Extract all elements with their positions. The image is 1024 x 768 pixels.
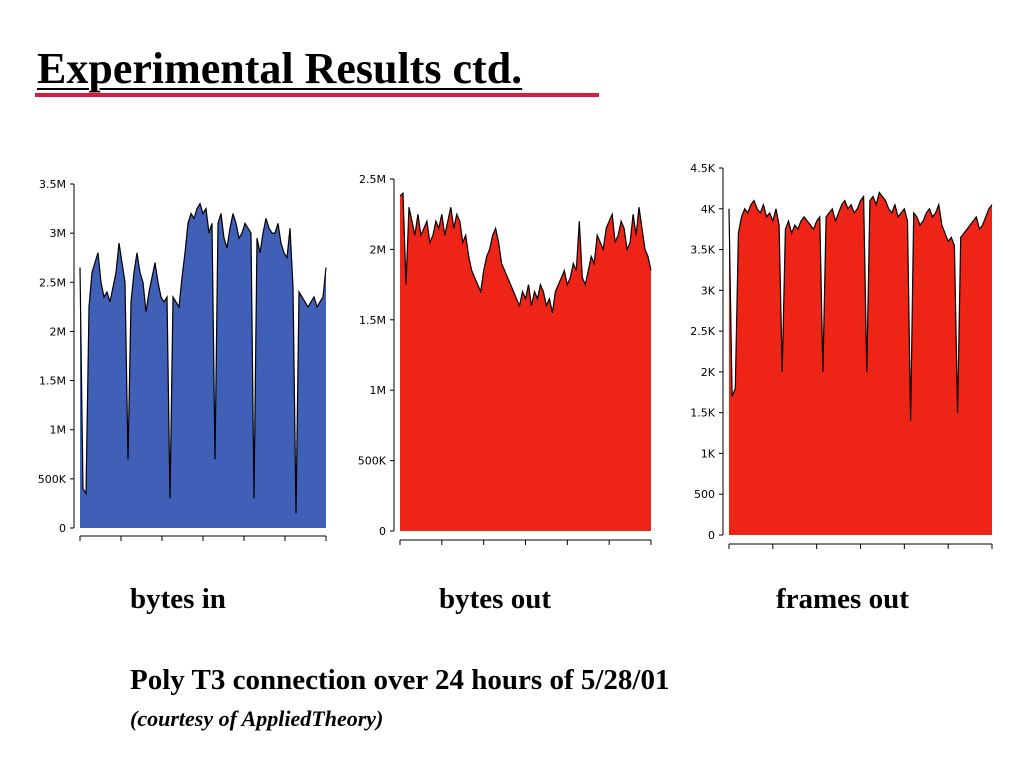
y-tick-label: 3.5M bbox=[39, 178, 66, 191]
y-tick-label: 2M bbox=[50, 325, 67, 338]
y-tick-label: 1M bbox=[50, 424, 67, 437]
caption-bytes-in: bytes in bbox=[130, 583, 226, 615]
chart-bytes-out: 0 500K 1M 1.5M 2M 2.5M bbox=[358, 173, 652, 545]
y-tick-label: 500K bbox=[358, 455, 387, 468]
y-tick-label: 500 bbox=[694, 488, 715, 501]
y-tick-label: 1K bbox=[701, 447, 716, 460]
slide-title: Experimental Results ctd. bbox=[37, 44, 523, 93]
y-tick-label: 1M bbox=[370, 384, 387, 397]
y-tick-label: 2.5M bbox=[359, 173, 386, 186]
y-tick-label: 2M bbox=[370, 243, 387, 256]
y-tick-label: 2.5K bbox=[690, 325, 715, 338]
chart-frames-out: 0 500 1K 1.5K 2K 2.5K 3K 3.5K 4K 4.5K bbox=[690, 162, 993, 549]
caption-bytes-out: bytes out bbox=[439, 583, 551, 615]
area-fill bbox=[80, 203, 326, 528]
y-tick-label: 1.5M bbox=[359, 314, 386, 327]
footnote: Poly T3 connection over 24 hours of 5/28… bbox=[130, 664, 670, 696]
y-tick-label: 3K bbox=[701, 284, 716, 297]
y-tick-label: 0 bbox=[708, 529, 715, 542]
credit-line: (courtesy of AppliedTheory) bbox=[130, 706, 384, 731]
y-tick-label: 3M bbox=[50, 227, 67, 240]
series-outline bbox=[399, 191, 652, 313]
y-tick-label: 4K bbox=[701, 203, 716, 216]
y-tick-label: 4.5K bbox=[690, 162, 715, 175]
y-tick-label: 0 bbox=[59, 522, 66, 535]
y-tick-label: 1.5K bbox=[690, 407, 715, 420]
y-tick-label: 0 bbox=[379, 525, 386, 538]
caption-frames-out: frames out bbox=[776, 583, 909, 615]
area-fill bbox=[400, 193, 651, 531]
y-tick-label: 500K bbox=[38, 473, 67, 486]
y-tick-label: 3.5K bbox=[690, 244, 715, 257]
chart-bytes-in: 0 500K 1M 1.5M 2M 2.5M 3M 3.5M bbox=[38, 178, 327, 541]
area-fill bbox=[729, 192, 992, 535]
y-tick-label: 1.5M bbox=[39, 375, 66, 388]
title-underline bbox=[35, 93, 599, 97]
series-outline bbox=[728, 191, 993, 421]
series-outline bbox=[79, 202, 327, 514]
y-tick-label: 2K bbox=[701, 366, 716, 379]
y-tick-label: 2.5M bbox=[39, 276, 66, 289]
